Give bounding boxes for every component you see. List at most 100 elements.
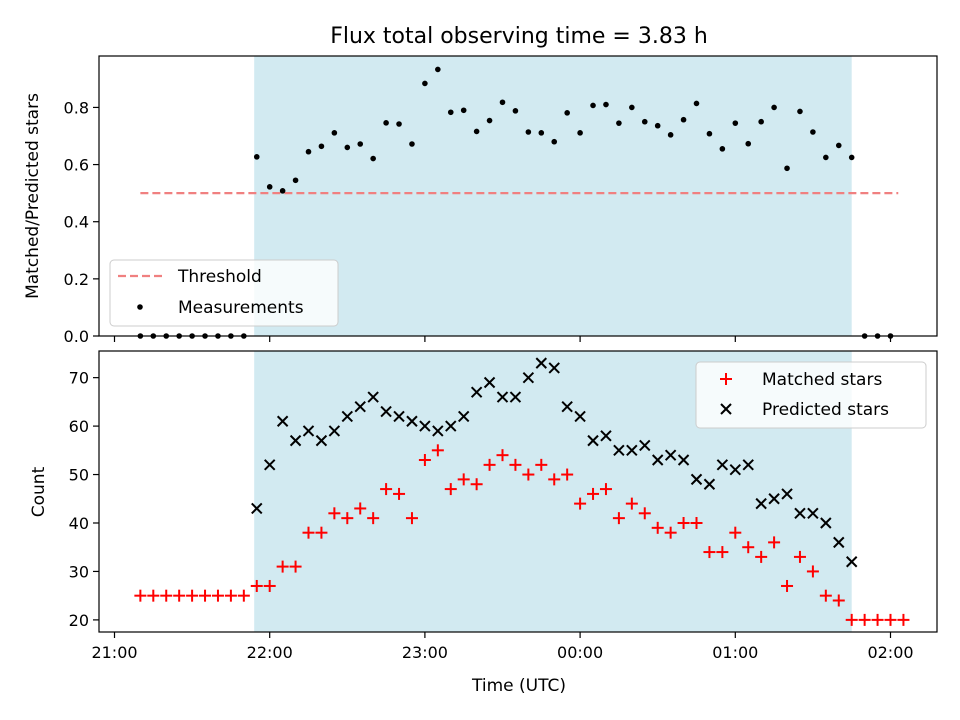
predicted-star-point — [302, 425, 315, 437]
top-y-tick-label: 0.0 — [64, 327, 89, 346]
matched-star-point — [354, 502, 367, 515]
x-tick-label: 01:00 — [712, 643, 758, 662]
predicted-star-point — [626, 444, 638, 457]
predicted-star-point — [677, 454, 690, 466]
matched-star-point — [535, 458, 548, 471]
measurement-point — [279, 188, 286, 194]
predicted-star-point — [535, 357, 548, 369]
matched-star-point — [561, 468, 574, 481]
matched-star-point — [160, 589, 173, 602]
measurement-point — [835, 142, 842, 149]
top-y-tick-label: 0.8 — [64, 98, 89, 117]
measurement-point — [266, 184, 273, 190]
predicted-star-point — [729, 463, 742, 476]
predicted-star-point — [794, 507, 806, 520]
matched-star-point — [612, 512, 625, 525]
legend-predicted-swatch — [720, 403, 732, 415]
bottom-y-tick-label: 50 — [69, 466, 89, 485]
predicted-star-point — [690, 473, 703, 486]
measurement-point — [654, 122, 661, 129]
matched-star-point — [845, 613, 858, 626]
measurement-point — [486, 117, 493, 124]
x-tick-label: 00:00 — [557, 643, 603, 662]
measurement-point — [344, 144, 351, 151]
predicted-star-point — [522, 371, 535, 384]
predicted-star-point — [251, 502, 263, 515]
matched-star-point — [173, 589, 186, 602]
bottom-y-tick-label: 40 — [69, 514, 89, 533]
matched-star-point — [587, 487, 600, 500]
matched-star-point — [742, 541, 755, 554]
x-tick-label: 22:00 — [247, 643, 293, 662]
matched-star-point — [470, 478, 483, 491]
measurement-point — [810, 129, 816, 135]
predicted-star-point — [781, 488, 793, 500]
top-axis-ticks: 0.0 0.2 0.4 0.6 0.8 — [64, 98, 892, 346]
predicted-star-point — [445, 420, 457, 432]
measurement-point — [629, 104, 635, 111]
matched-star-point — [263, 579, 276, 592]
matched-star-point — [328, 507, 341, 520]
predicted-star-point — [289, 434, 302, 447]
predicted-star-point — [664, 449, 677, 461]
chart-title: Flux total observing time = 3.83 h — [330, 24, 708, 49]
predicted-star-point — [587, 434, 599, 447]
top-axes-frame — [98, 55, 938, 337]
matched-star-point — [781, 579, 794, 592]
matched-star-point — [509, 458, 522, 471]
matched-star-point — [768, 536, 781, 549]
measurement-point — [473, 128, 480, 135]
predicted-star-point — [393, 410, 405, 423]
measurement-point — [823, 154, 829, 161]
measurement-point — [641, 118, 648, 125]
legend-matched-label: Matched stars — [762, 370, 882, 390]
measurement-point — [680, 116, 687, 123]
measurement-point — [460, 107, 467, 114]
predicted-star-point — [820, 517, 832, 529]
matched-star-point — [444, 483, 457, 496]
measurement-point — [797, 108, 803, 115]
measurement-point — [771, 104, 777, 111]
measurement-point — [409, 141, 415, 147]
matched-star-point — [664, 526, 677, 539]
bottom-y-axis-label: Count — [29, 466, 49, 517]
matched-star-point — [147, 589, 160, 602]
top-y-axis-label: Matched/Predicted stars — [23, 93, 43, 299]
matched-star-point — [341, 512, 354, 525]
measurement-point — [253, 154, 260, 160]
bottom-panel: 20 30 40 50 60 70 21:00 22:00 23:00 00:00 01:00 02:… — [29, 350, 938, 696]
measurement-point — [512, 108, 519, 114]
matched-star-point — [367, 512, 380, 525]
matched-star-point — [250, 579, 263, 592]
matched-star-point — [651, 521, 664, 534]
x-axis-label: Time (UTC) — [471, 676, 566, 696]
measurement-point — [525, 129, 532, 135]
predicted-star-point — [406, 415, 418, 427]
top-legend: Threshold Measurements — [109, 259, 339, 327]
matched-star-point — [380, 483, 393, 496]
top-y-tick-label: 0.2 — [64, 270, 89, 289]
predicted-star-point — [807, 507, 819, 520]
matched-star-point — [134, 589, 147, 602]
predicted-star-point — [419, 420, 431, 432]
bottom-axis-ticks: 20 30 40 50 60 70 21:00 22:00 23:00 00:00 01:00 02:… — [69, 369, 914, 662]
bottom-y-tick-label: 60 — [69, 417, 89, 436]
matched-star-point — [199, 589, 212, 602]
matched-star-point — [548, 473, 561, 486]
matched-star-point — [599, 483, 612, 496]
measurement-point — [499, 99, 506, 106]
matched-star-point — [690, 516, 703, 529]
matched-star-point — [224, 589, 237, 602]
predicted-star-point — [328, 425, 341, 437]
measurement-point — [447, 109, 454, 116]
measurement-point — [616, 120, 622, 126]
matched-star-point — [755, 550, 768, 563]
legend-predicted-label: Predicted stars — [762, 400, 889, 420]
measurement-point — [357, 141, 364, 147]
measurement-point — [435, 66, 441, 73]
predicted-star-point — [470, 386, 483, 398]
measurement-point — [292, 177, 299, 184]
matched-star-point — [677, 516, 690, 529]
measurement-point — [732, 120, 739, 126]
measurement-point — [331, 130, 338, 136]
